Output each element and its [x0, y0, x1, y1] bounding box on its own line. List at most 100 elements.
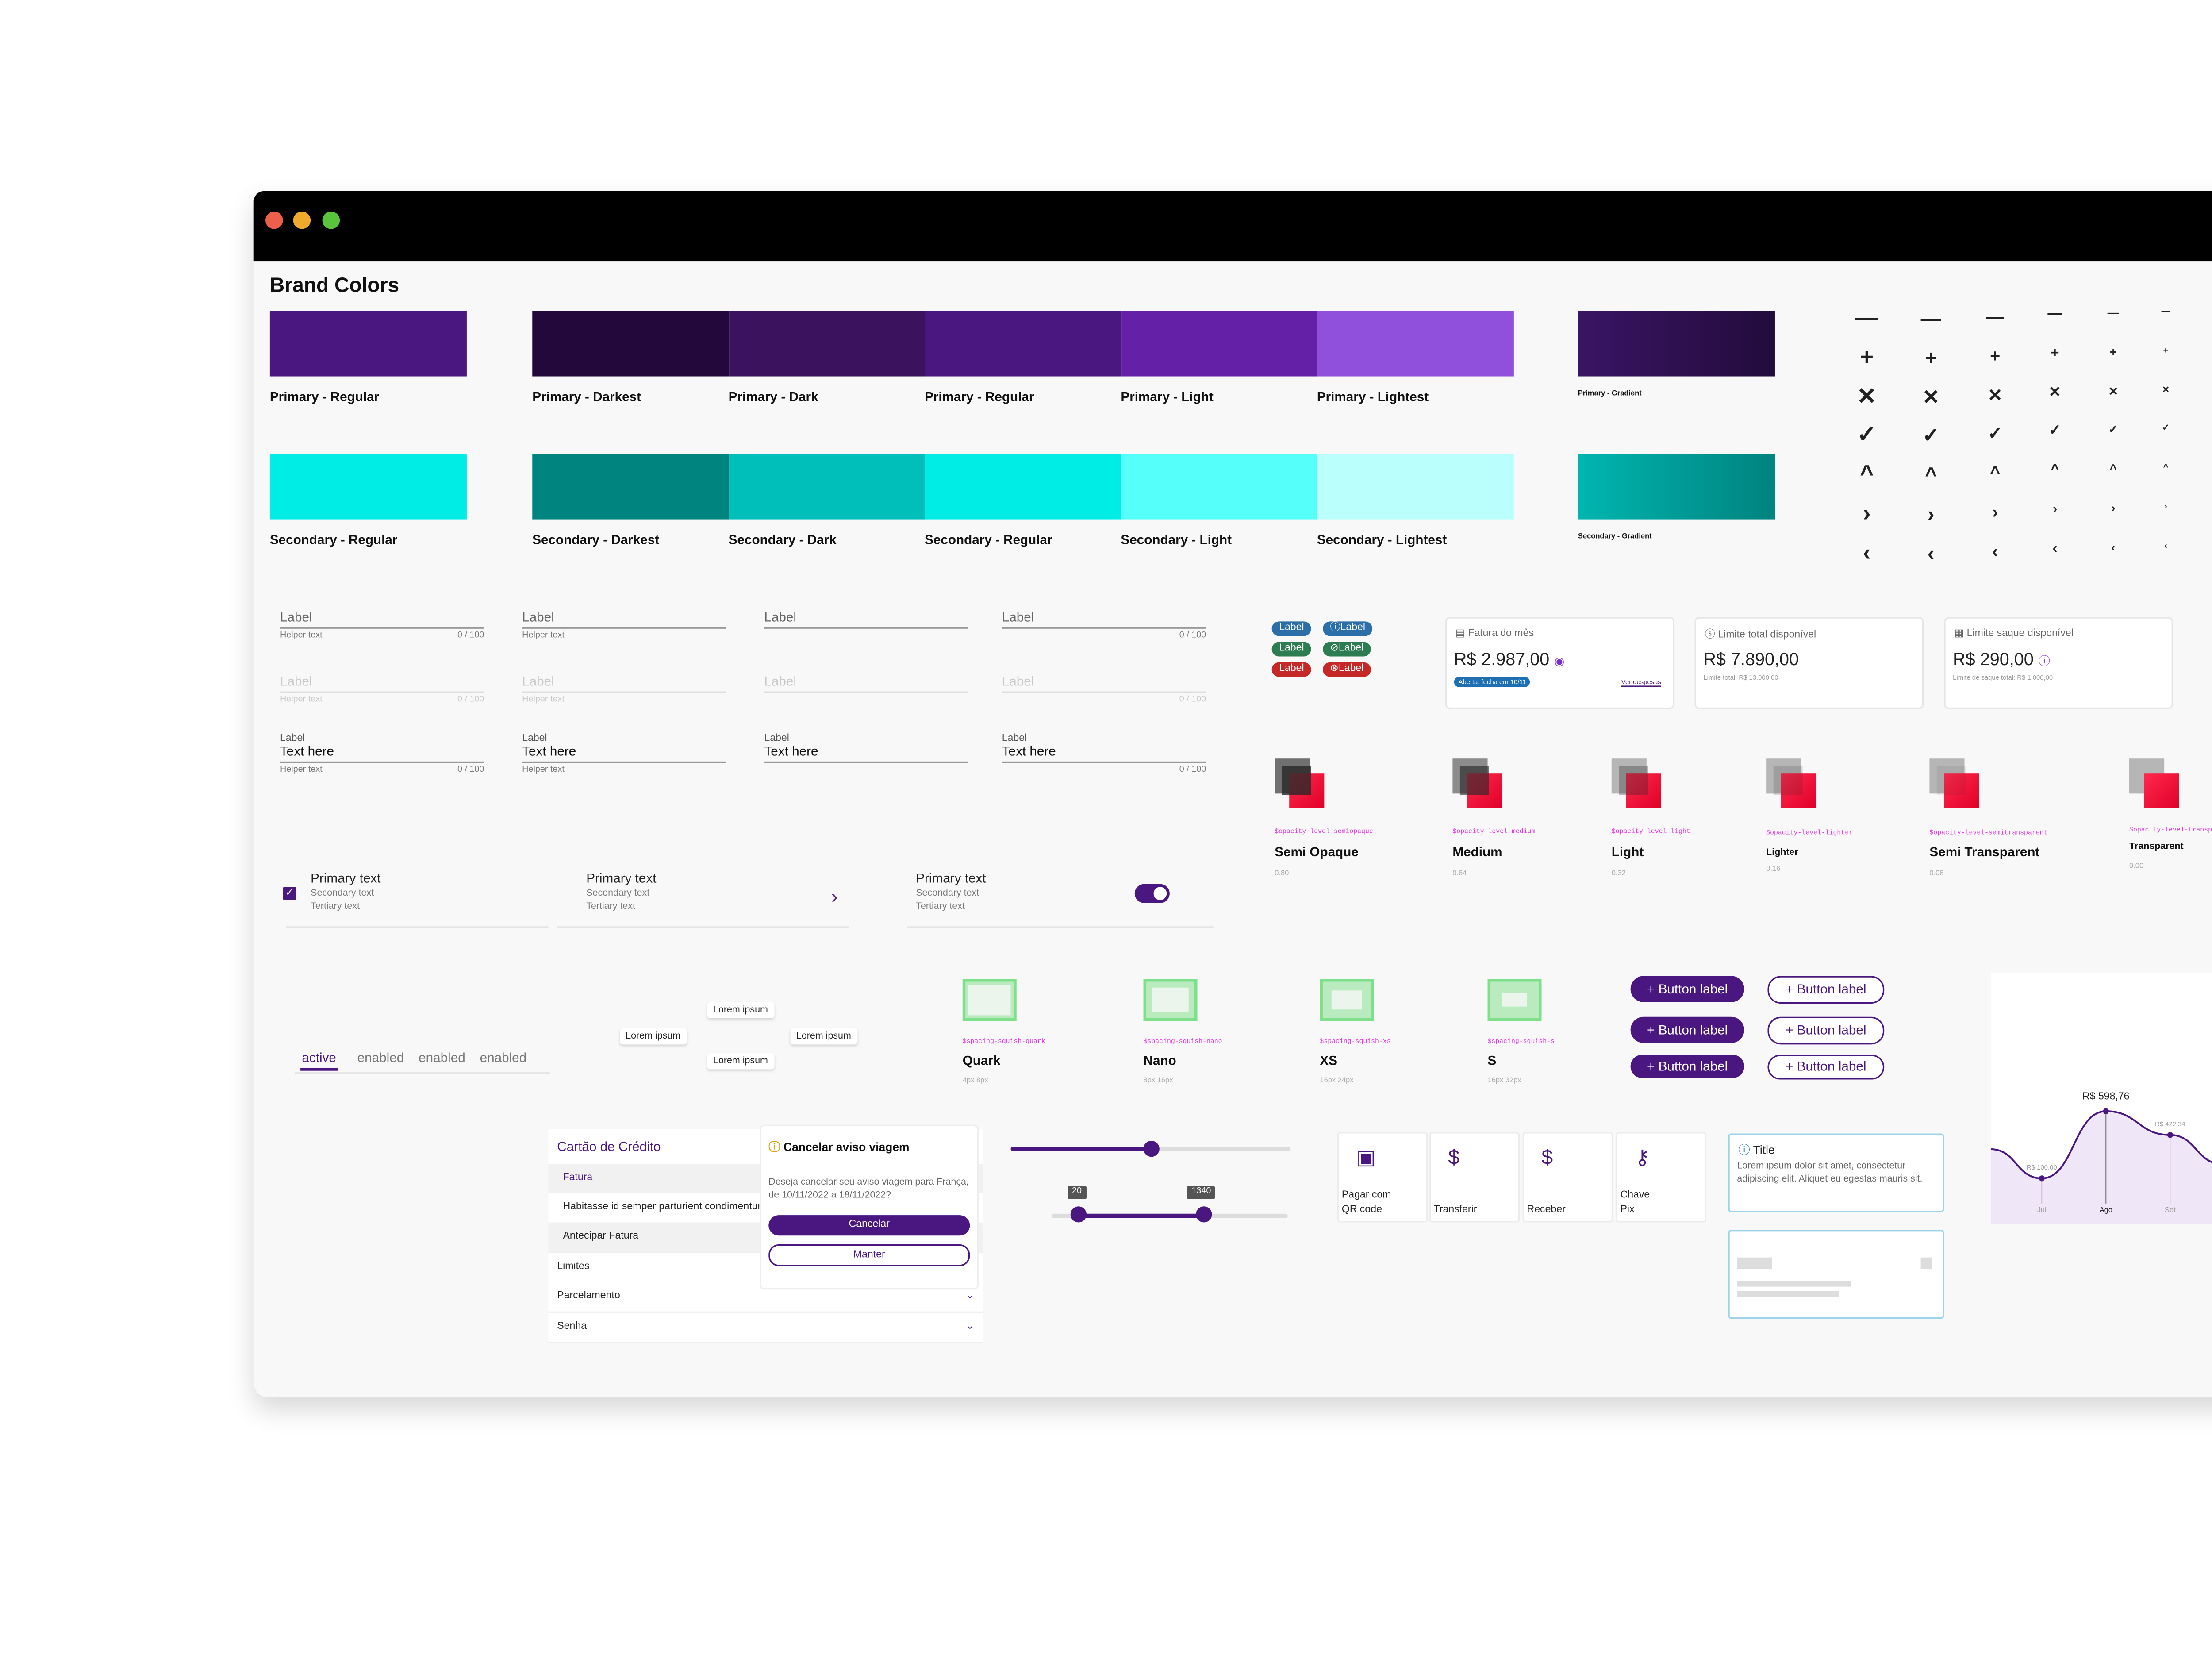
range-handle-low[interactable] — [1070, 1206, 1087, 1223]
success-chip[interactable]: Label — [1271, 642, 1312, 657]
check-circle-icon: ⊘ — [1330, 643, 1339, 654]
minimize-window-button[interactable] — [293, 212, 311, 229]
error-chip[interactable]: Label — [1271, 662, 1312, 677]
primary-regular-label: Primary - Regular — [269, 389, 380, 404]
range-fill — [1079, 1213, 1205, 1218]
list-tertiary-text: Tertiary text — [586, 901, 635, 912]
brand-colors-title: Brand Colors — [269, 273, 399, 296]
text-field[interactable]: Label 0 / 100 — [1002, 610, 1206, 640]
plus-icon: + — [2110, 345, 2117, 359]
text-field[interactable]: Label Text here 0 / 100 — [1002, 734, 1206, 774]
spacing-preview-box — [1487, 979, 1542, 1021]
text-field[interactable]: Label Text here Helper text — [522, 734, 726, 774]
info-chip-with-icon[interactable]: ⓘLabel — [1323, 621, 1373, 636]
field-label: Label — [764, 609, 797, 624]
invoice-card-value: R$ 2.987,00 ◉ — [1454, 649, 1565, 670]
minus-icon: — — [1855, 306, 1879, 331]
text-field[interactable]: Label Text here Helper text 0 / 100 — [280, 734, 484, 774]
opacity-value: 0.32 — [1611, 869, 1626, 878]
total-limit-card-title: ⓢ Limite total disponível — [1705, 630, 1816, 641]
total-limit-value: R$ 7.890,00 — [1703, 649, 1799, 670]
chart-point[interactable] — [2167, 1132, 2173, 1138]
primary-gradient-swatch — [1578, 311, 1775, 377]
chart-x-tick: Set — [2165, 1206, 2176, 1214]
field-underline — [1002, 761, 1206, 763]
chevron-right-icon[interactable]: › — [831, 885, 838, 908]
primary-button[interactable]: + Button label — [1630, 1016, 1744, 1043]
secondary-regular-swatch — [269, 454, 467, 520]
success-chip-with-icon[interactable]: ⊘Label — [1323, 642, 1371, 657]
text-field[interactable]: Label Helper text — [522, 610, 726, 640]
see-expenses-link[interactable]: Ver despesas — [1621, 678, 1661, 686]
tab-enabled-3[interactable]: enabled — [480, 1050, 527, 1065]
accordion-row-senha[interactable]: Senha ⌄ — [548, 1312, 983, 1344]
primary-button[interactable]: + Button label — [1630, 976, 1744, 1002]
check-icon: ✓ — [2202, 425, 2212, 432]
secondary-ramp-swatch-4 — [1317, 454, 1514, 520]
tile-receive[interactable]: $ Receber — [1522, 1132, 1613, 1223]
text-field-disabled: Label Helper text 0 / 100 — [280, 674, 484, 704]
chart-point[interactable] — [2103, 1108, 2109, 1114]
spacing-name: Quark — [962, 1053, 1001, 1068]
list-item-chevron[interactable]: Primary text Secondary text Tertiary tex… — [557, 871, 849, 928]
field-label: Label — [764, 734, 789, 744]
single-slider[interactable] — [1010, 1140, 1291, 1157]
info-card[interactable]: ⓘ Title Lorem ipsum dolor sit amet, cons… — [1728, 1133, 1944, 1212]
minus-icon: — — [1920, 306, 1941, 330]
close-icon: ✕ — [1857, 384, 1877, 410]
slider-handle[interactable] — [1143, 1140, 1160, 1157]
list-primary-text: Primary text — [311, 871, 381, 886]
tile-label: Pagar com QR code — [1341, 1190, 1391, 1215]
opacity-value: 0.64 — [1452, 869, 1467, 878]
error-chip-with-icon[interactable]: ⊗Label — [1323, 662, 1371, 677]
tab-enabled-1[interactable]: enabled — [357, 1050, 404, 1065]
text-field[interactable]: Label Text here — [764, 734, 968, 766]
spacing-dims: 16px 32px — [1487, 1076, 1521, 1085]
tile-pix-key[interactable]: ⚷ Chave Pix — [1616, 1132, 1707, 1223]
chart-point[interactable] — [2039, 1175, 2045, 1182]
list-item-toggle[interactable]: Primary text Secondary text Tertiary tex… — [907, 871, 1214, 928]
skeleton-line — [1737, 1291, 1839, 1297]
secondary-button[interactable]: + Button label — [1767, 1055, 1885, 1080]
area-chart: R$ 100,00 Jul R$ 598,76 Ago R$ 422,34 Set — [1990, 1090, 2212, 1224]
total-limit-card[interactable]: ⓢ Limite total disponível R$ 7.890,00 Li… — [1694, 617, 1924, 709]
skeleton-line — [1737, 1281, 1851, 1287]
list-item-checkbox[interactable]: ✓ Primary text Secondary text Tertiary t… — [283, 871, 549, 928]
tab-active[interactable]: active — [302, 1050, 336, 1065]
field-underline — [522, 691, 726, 693]
range-handle-high[interactable] — [1196, 1206, 1212, 1223]
secondary-button[interactable]: + Button label — [1767, 976, 1885, 1004]
text-field[interactable]: Label Helper text 0 / 100 — [280, 610, 484, 640]
secondary-gradient-swatch — [1578, 454, 1775, 520]
chart-area-fill — [1990, 1111, 2212, 1224]
eye-icon[interactable]: ◉ — [1554, 655, 1565, 668]
maximize-window-button[interactable] — [322, 212, 340, 229]
chart-x-tick: Jul — [2037, 1206, 2047, 1214]
tile-qr-pay[interactable]: ▣ Pagar com QR code — [1337, 1132, 1428, 1223]
primary-button[interactable]: + Button label — [1630, 1055, 1744, 1078]
close-icon: ✕ — [2049, 384, 2061, 401]
info-chip[interactable]: Label — [1271, 621, 1312, 636]
dialog-confirm-button[interactable]: Cancelar — [768, 1215, 970, 1236]
plus-icon: + — [1860, 345, 1874, 370]
invoice-card[interactable]: ▤ Fatura do mês R$ 2.987,00 ◉ Aberta, fe… — [1445, 617, 1674, 709]
tile-transfer[interactable]: $ Transferir — [1429, 1132, 1520, 1223]
tab-enabled-2[interactable]: enabled — [419, 1050, 465, 1065]
withdrawal-limit-card[interactable]: ▦ Limite saque disponível R$ 290,00 ⓘ Li… — [1944, 617, 2173, 709]
withdrawal-limit-card-title: ▦ Limite saque disponível — [1954, 628, 2074, 639]
list-divider — [907, 926, 1214, 928]
secondary-button[interactable]: + Button label — [1767, 1016, 1885, 1045]
info-icon[interactable]: ⓘ — [2038, 655, 2051, 668]
text-field[interactable]: Label — [764, 610, 968, 631]
dialog-cancel-button[interactable]: Manter — [768, 1244, 970, 1266]
close-icon: ✕ — [2162, 386, 2170, 395]
close-window-button[interactable] — [265, 212, 283, 229]
toggle-switch-on[interactable] — [1134, 884, 1170, 903]
transfer-money-icon: $ — [1448, 1145, 1460, 1169]
opacity-token: $opacity-level-semiopaque — [1275, 828, 1373, 836]
range-high-value-label: 1340 — [1187, 1186, 1216, 1199]
secondary-ramp-swatch-3 — [1121, 454, 1318, 520]
checkbox-checked[interactable]: ✓ — [283, 887, 296, 901]
total-limit-sub: Limite total: R$ 13.000,00 — [1703, 674, 1778, 681]
range-slider[interactable]: 20 1340 — [1051, 1186, 1288, 1223]
